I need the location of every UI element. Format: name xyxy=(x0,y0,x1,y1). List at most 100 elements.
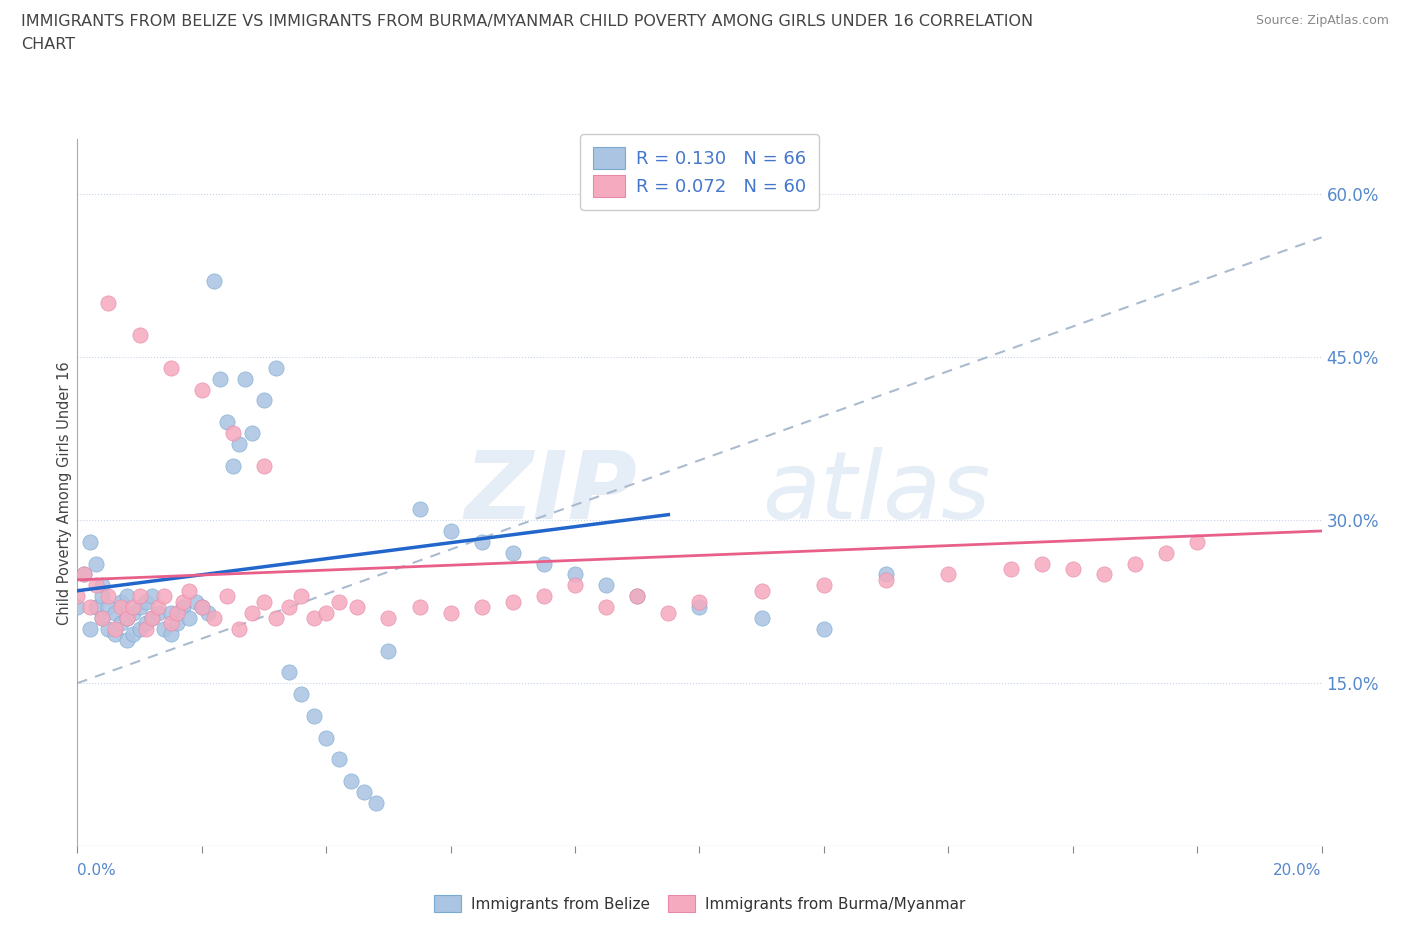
Point xyxy=(328,594,350,609)
Point xyxy=(97,621,120,636)
Point xyxy=(91,610,114,625)
Point xyxy=(471,535,494,550)
Point xyxy=(1031,556,1053,571)
Point xyxy=(79,600,101,615)
Point xyxy=(277,600,299,615)
Point xyxy=(502,594,524,609)
Point xyxy=(595,600,617,615)
Point xyxy=(215,589,238,604)
Point xyxy=(277,665,299,680)
Point xyxy=(115,632,138,647)
Point xyxy=(191,600,214,615)
Point xyxy=(84,578,107,592)
Point xyxy=(377,610,399,625)
Point xyxy=(1187,535,1209,550)
Point xyxy=(228,436,250,451)
Point xyxy=(128,327,150,342)
Point xyxy=(408,502,430,517)
Point xyxy=(141,589,163,604)
Point xyxy=(302,610,325,625)
Legend: Immigrants from Belize, Immigrants from Burma/Myanmar: Immigrants from Belize, Immigrants from … xyxy=(426,887,973,920)
Point xyxy=(533,589,555,604)
Point xyxy=(97,589,120,604)
Point xyxy=(122,627,145,642)
Point xyxy=(191,600,214,615)
Point xyxy=(197,605,219,620)
Y-axis label: Child Poverty Among Girls Under 16: Child Poverty Among Girls Under 16 xyxy=(56,361,72,625)
Point xyxy=(240,426,263,441)
Point xyxy=(315,605,337,620)
Point xyxy=(172,600,194,615)
Point xyxy=(209,371,232,386)
Point xyxy=(72,567,94,582)
Point xyxy=(813,621,835,636)
Point xyxy=(122,605,145,620)
Point xyxy=(97,295,120,310)
Point xyxy=(1154,545,1177,560)
Point xyxy=(1123,556,1146,571)
Point xyxy=(141,610,163,625)
Point xyxy=(135,594,157,609)
Point xyxy=(202,273,225,288)
Point xyxy=(564,567,586,582)
Point xyxy=(751,610,773,625)
Point xyxy=(938,567,960,582)
Text: 20.0%: 20.0% xyxy=(1274,863,1322,878)
Point xyxy=(1092,567,1115,582)
Point xyxy=(253,393,276,408)
Point xyxy=(340,774,363,789)
Point xyxy=(172,594,194,609)
Point xyxy=(1000,562,1022,577)
Point xyxy=(215,415,238,430)
Point xyxy=(240,605,263,620)
Point xyxy=(141,610,163,625)
Point xyxy=(128,621,150,636)
Point xyxy=(79,535,101,550)
Point xyxy=(148,600,170,615)
Point xyxy=(159,605,181,620)
Point xyxy=(440,605,463,620)
Point xyxy=(104,605,127,620)
Point xyxy=(110,616,132,631)
Point xyxy=(91,578,114,592)
Point xyxy=(751,583,773,598)
Point xyxy=(148,605,170,620)
Point xyxy=(135,621,157,636)
Point xyxy=(346,600,368,615)
Point xyxy=(595,578,617,592)
Point xyxy=(626,589,648,604)
Point xyxy=(135,616,157,631)
Point xyxy=(79,621,101,636)
Point xyxy=(364,795,387,810)
Point xyxy=(813,578,835,592)
Point xyxy=(110,600,132,615)
Point xyxy=(202,610,225,625)
Text: ZIP: ZIP xyxy=(464,447,637,538)
Text: IMMIGRANTS FROM BELIZE VS IMMIGRANTS FROM BURMA/MYANMAR CHILD POVERTY AMONG GIRL: IMMIGRANTS FROM BELIZE VS IMMIGRANTS FRO… xyxy=(21,14,1033,29)
Point xyxy=(91,589,114,604)
Point xyxy=(353,785,375,800)
Point xyxy=(328,751,350,766)
Point xyxy=(689,594,711,609)
Text: 0.0%: 0.0% xyxy=(77,863,117,878)
Point xyxy=(377,644,399,658)
Point xyxy=(564,578,586,592)
Text: atlas: atlas xyxy=(762,447,990,538)
Point xyxy=(184,594,207,609)
Point xyxy=(222,426,245,441)
Point xyxy=(166,616,188,631)
Point xyxy=(159,361,181,376)
Point xyxy=(179,583,201,598)
Point xyxy=(266,361,288,376)
Point xyxy=(657,605,679,620)
Point xyxy=(253,458,276,473)
Point xyxy=(153,621,176,636)
Point xyxy=(104,627,127,642)
Point xyxy=(153,589,176,604)
Point xyxy=(128,600,150,615)
Point xyxy=(97,600,120,615)
Point xyxy=(290,589,312,604)
Point xyxy=(72,567,94,582)
Point xyxy=(179,610,201,625)
Point xyxy=(115,610,138,625)
